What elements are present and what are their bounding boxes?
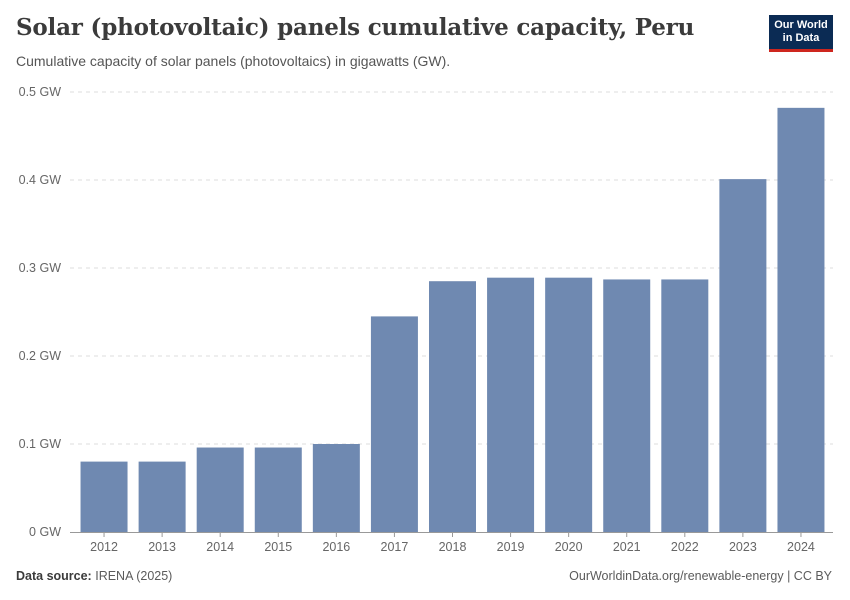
x-tick-label: 2013 <box>148 540 176 554</box>
bar-2013[interactable] <box>138 461 186 532</box>
bar-2016[interactable] <box>312 444 360 532</box>
x-tick-label: 2019 <box>497 540 525 554</box>
y-tick-label: 0.1 GW <box>19 437 62 451</box>
data-source-label: Data source: <box>16 569 92 583</box>
bar-2021[interactable] <box>603 279 651 532</box>
y-tick-label: 0.4 GW <box>19 173 62 187</box>
bar-2012[interactable] <box>80 461 128 532</box>
x-tick-label: 2021 <box>613 540 641 554</box>
owid-logo[interactable]: Our World in Data <box>769 15 833 52</box>
x-tick-label: 2023 <box>729 540 757 554</box>
bar-2022[interactable] <box>661 279 709 532</box>
data-source: Data source: IRENA (2025) <box>16 569 172 583</box>
x-tick-label: 2016 <box>322 540 350 554</box>
bar-2023[interactable] <box>719 179 767 532</box>
x-tick-label: 2017 <box>381 540 409 554</box>
bar-2020[interactable] <box>545 277 593 532</box>
x-tick-label: 2012 <box>90 540 118 554</box>
logo-line-1: Our World <box>774 19 828 31</box>
x-tick-label: 2024 <box>787 540 815 554</box>
x-tick-label: 2014 <box>206 540 234 554</box>
bar-2015[interactable] <box>254 447 302 532</box>
x-tick-label: 2020 <box>555 540 583 554</box>
chart-title: Solar (photovoltaic) panels cumulative c… <box>16 14 695 41</box>
bar-2018[interactable] <box>429 281 476 532</box>
y-tick-label: 0 GW <box>29 525 61 539</box>
bar-2019[interactable] <box>487 277 535 532</box>
x-tick-label: 2018 <box>439 540 467 554</box>
chart-subtitle: Cumulative capacity of solar panels (pho… <box>16 53 451 69</box>
logo-line-2: in Data <box>782 32 820 44</box>
bar-2024[interactable] <box>777 107 825 532</box>
x-tick-label: 2022 <box>671 540 699 554</box>
credit-link[interactable]: OurWorldinData.org/renewable-energy | CC… <box>569 569 832 583</box>
x-tick-label: 2015 <box>264 540 292 554</box>
bar-2017[interactable] <box>370 316 418 532</box>
y-tick-label: 0.3 GW <box>19 261 62 275</box>
data-source-link[interactable]: IRENA (2025) <box>95 569 173 583</box>
y-tick-label: 0.2 GW <box>19 349 62 363</box>
bar-2014[interactable] <box>196 447 244 532</box>
y-tick-label: 0.5 GW <box>19 85 62 99</box>
